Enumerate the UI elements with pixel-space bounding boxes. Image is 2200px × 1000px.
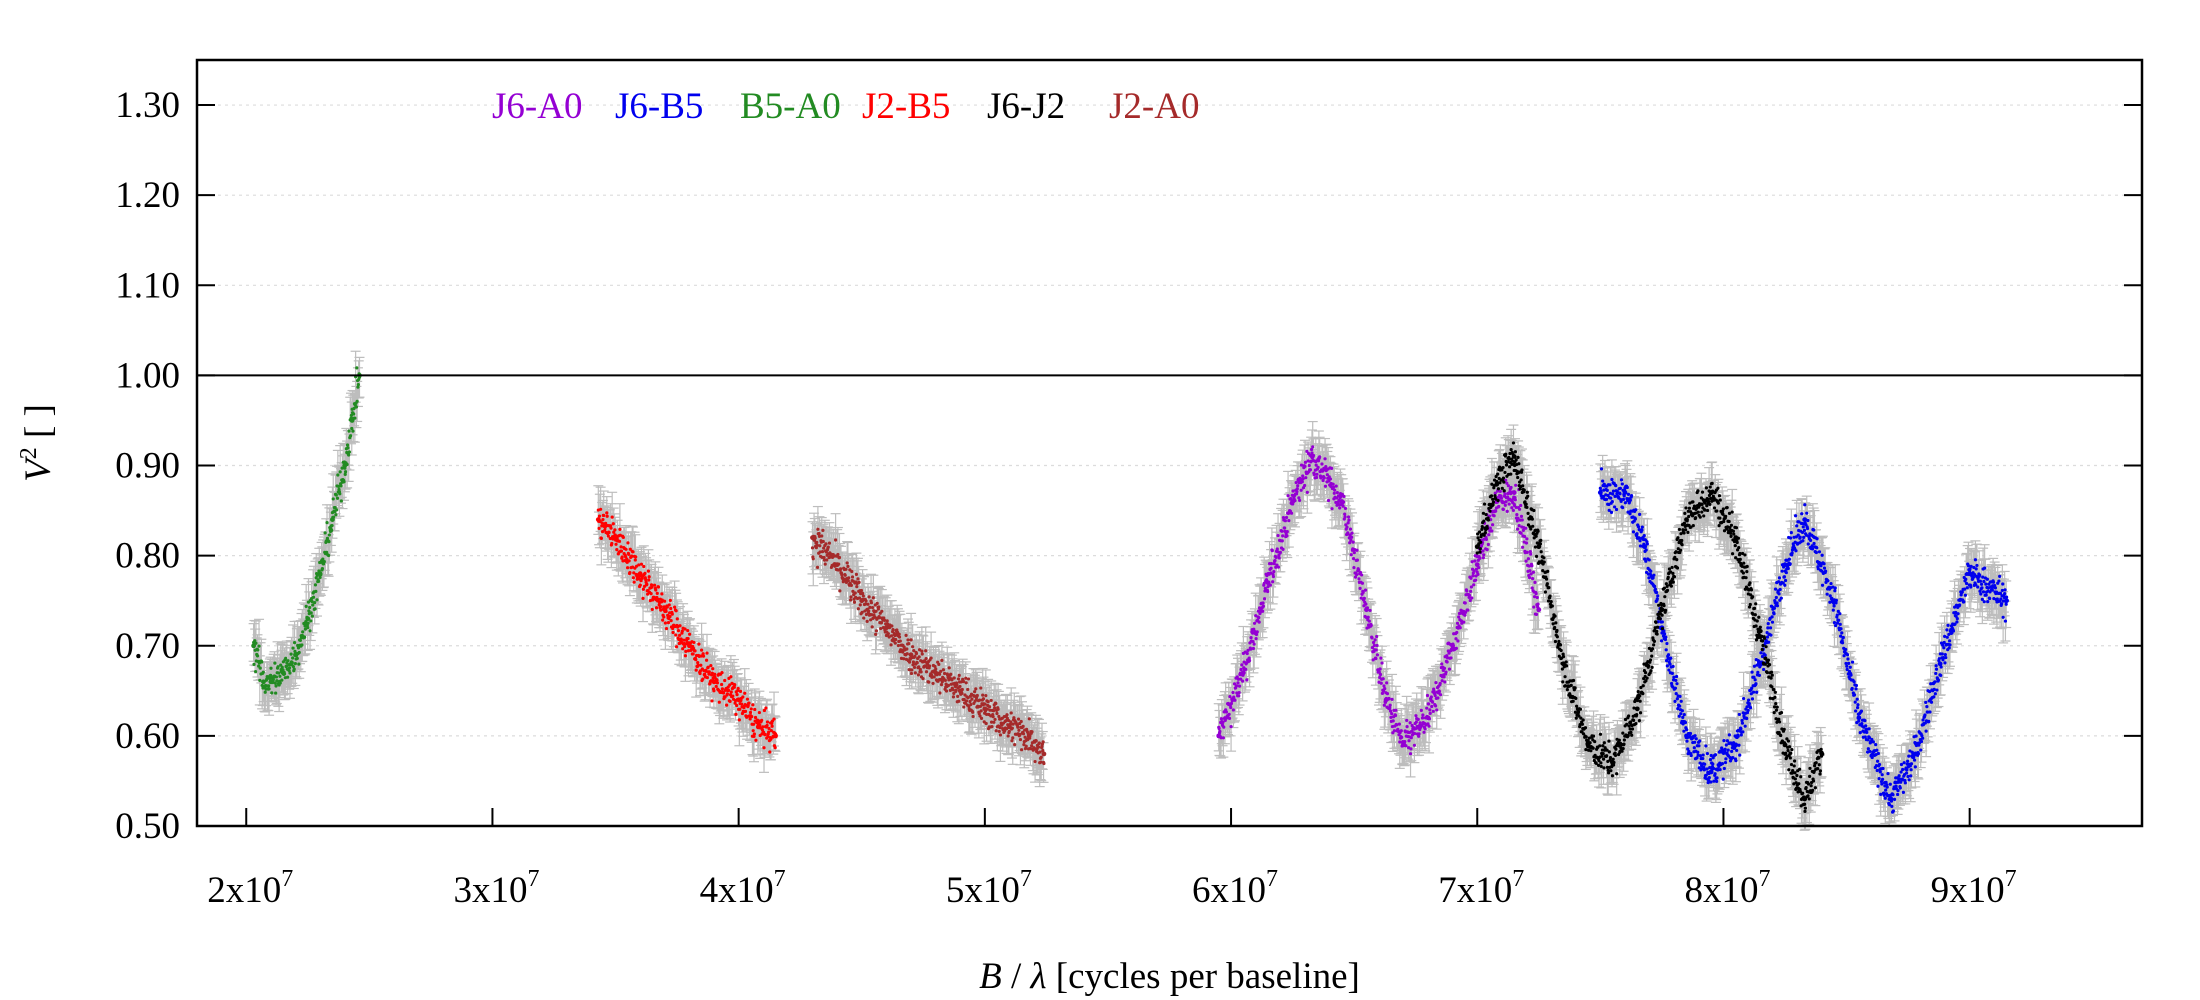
series-b5-a0-errors: [248, 350, 365, 716]
error-bars: [248, 350, 2012, 831]
